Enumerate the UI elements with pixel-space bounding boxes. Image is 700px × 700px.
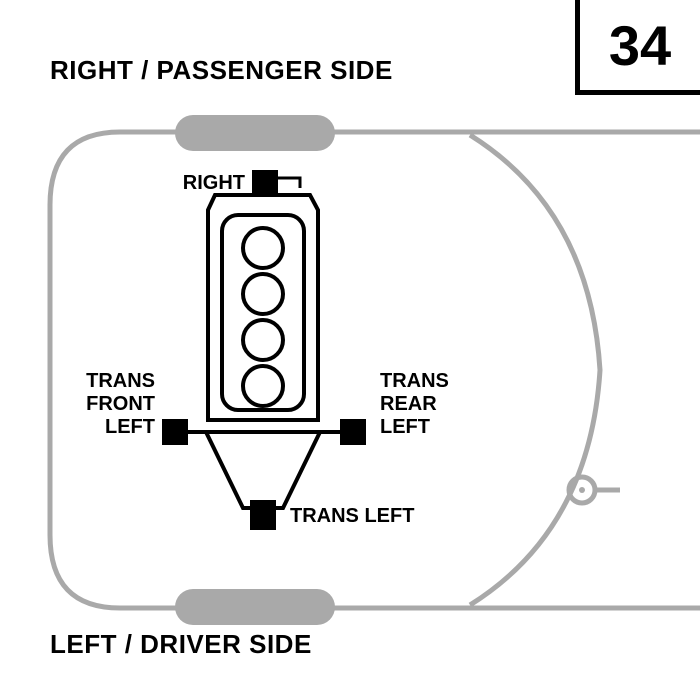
- car-diagram: [0, 0, 700, 700]
- label-right-mount: RIGHT: [165, 172, 245, 195]
- transmission: [170, 432, 356, 508]
- label-trans-left: TRANS LEFT: [290, 505, 414, 528]
- engine-block: [208, 178, 318, 420]
- mounts: [162, 170, 366, 530]
- label-trans-front-left: TRANS FRONT LEFT: [75, 370, 155, 439]
- wheel-bottom: [175, 589, 335, 625]
- label-trans-rear-left: TRANS REAR LEFT: [380, 370, 449, 439]
- mount-trans-front-left: [162, 419, 188, 445]
- wheel-top: [175, 115, 335, 151]
- mount-trans-left: [250, 500, 276, 530]
- mount-right: [252, 170, 278, 196]
- mount-trans-rear-left: [340, 419, 366, 445]
